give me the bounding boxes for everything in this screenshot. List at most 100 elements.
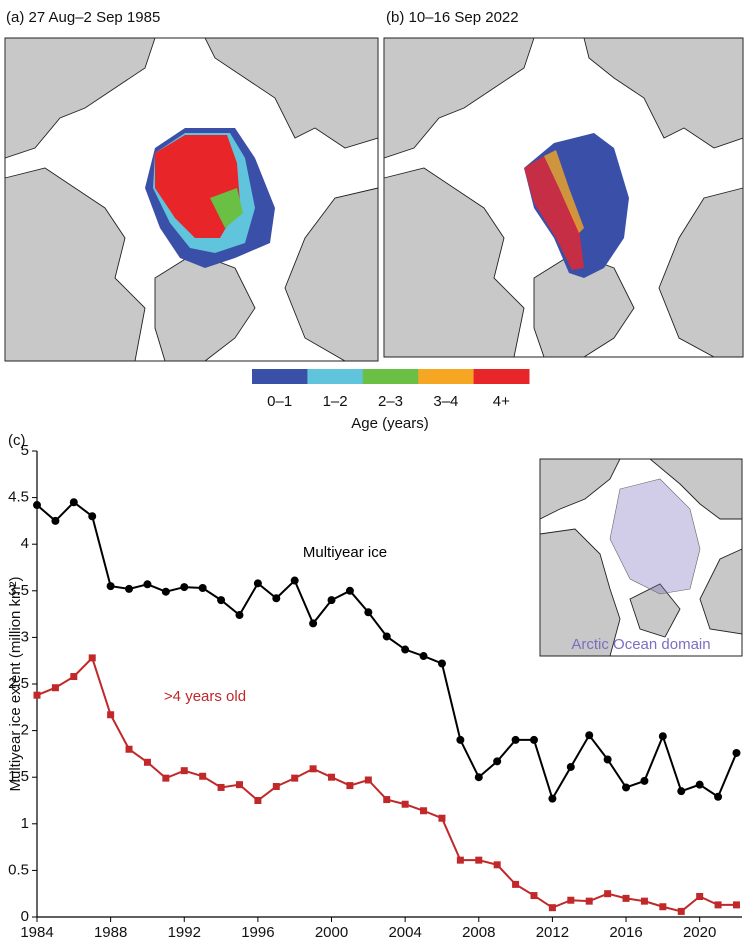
inset-label: Arctic Ocean domain (571, 636, 710, 653)
data-point (346, 782, 354, 790)
data-point (291, 774, 299, 782)
x-tick-label: 2008 (462, 924, 495, 941)
data-point (272, 594, 281, 603)
data-point (732, 748, 741, 757)
data-point (529, 735, 538, 744)
data-point (603, 755, 612, 764)
land (4, 167, 146, 362)
colorbar-swatch (362, 369, 419, 384)
data-point (640, 776, 649, 785)
colorbar-title: Age (years) (351, 415, 429, 432)
panel-title: (b) 10–16 Sep 2022 (386, 9, 519, 26)
colorbar-label: 4+ (493, 393, 510, 410)
data-point (383, 796, 391, 804)
data-point (70, 673, 78, 681)
panel-title: (a) 27 Aug–2 Sep 1985 (6, 9, 160, 26)
data-point (548, 904, 556, 912)
data-point (235, 781, 243, 789)
data-point (272, 783, 280, 791)
data-point (199, 772, 207, 780)
data-point (658, 732, 667, 741)
y-axis-label: Multiyear ice extent (million km²) (7, 576, 24, 791)
y-tick-label: 4 (21, 535, 29, 552)
y-tick-label: 0.5 (8, 861, 29, 878)
data-point (714, 901, 722, 909)
x-tick-label: 2020 (683, 924, 716, 941)
data-point (382, 632, 391, 641)
land (699, 548, 743, 635)
colorbar-label: 1–2 (323, 393, 348, 410)
data-point (622, 894, 630, 902)
data-point (51, 516, 60, 525)
colorbar-label: 3–4 (433, 393, 458, 410)
data-point (125, 584, 134, 593)
x-tick-label: 2012 (536, 924, 569, 941)
data-point (511, 735, 520, 744)
data-point (328, 773, 336, 781)
data-point (125, 745, 133, 753)
land (539, 528, 621, 657)
data-point (161, 587, 170, 596)
data-point (659, 903, 667, 911)
x-tick-label: 1984 (20, 924, 53, 941)
data-point (677, 907, 685, 915)
series-label: >4 years old (164, 688, 246, 705)
ice-area (524, 156, 584, 270)
panel-label: (c) (8, 432, 26, 449)
series-label: Multiyear ice (303, 544, 387, 561)
land (4, 37, 156, 159)
data-point (401, 645, 410, 654)
data-point (364, 608, 373, 617)
colorbar-swatch (418, 369, 475, 384)
data-point (474, 773, 483, 782)
data-point (677, 787, 686, 796)
data-point (235, 611, 244, 620)
inset-map (539, 458, 743, 657)
x-tick-label: 1988 (94, 924, 127, 941)
data-point (456, 735, 465, 744)
data-point (88, 512, 97, 521)
land (383, 167, 525, 358)
data-point (33, 691, 41, 699)
data-point (88, 654, 96, 662)
data-point (475, 856, 483, 864)
y-tick-label: 1.5 (8, 768, 29, 785)
x-tick-label: 1996 (241, 924, 274, 941)
data-point (419, 652, 428, 661)
y-tick-label: 2 (21, 722, 29, 739)
land (658, 187, 744, 358)
data-point (217, 596, 226, 605)
data-point (107, 711, 115, 719)
data-point (345, 586, 354, 595)
data-point (493, 861, 501, 869)
data-point (585, 897, 593, 905)
data-point (530, 892, 538, 900)
data-point (548, 794, 557, 803)
data-point (254, 797, 262, 804)
data-point (180, 583, 189, 592)
y-tick-label: 4.5 (8, 489, 29, 506)
data-point (714, 792, 723, 801)
data-point (143, 758, 151, 766)
data-point (69, 498, 78, 507)
data-point (198, 584, 207, 593)
y-tick-label: 0 (21, 908, 29, 925)
data-point (309, 619, 318, 628)
data-point (604, 890, 612, 898)
data-point (51, 684, 59, 692)
ice-area (544, 150, 584, 233)
data-point (732, 901, 740, 909)
data-point (493, 757, 502, 766)
colorbar-swatch (307, 369, 364, 384)
data-point (217, 783, 225, 791)
data-point (585, 731, 594, 740)
land (648, 458, 743, 520)
data-point (253, 579, 262, 588)
data-point (640, 897, 648, 905)
data-point (290, 576, 299, 585)
colorbar-label: 2–3 (378, 393, 403, 410)
y-tick-label: 2.5 (8, 675, 29, 692)
x-tick-label: 2016 (609, 924, 642, 941)
data-point (364, 776, 372, 784)
